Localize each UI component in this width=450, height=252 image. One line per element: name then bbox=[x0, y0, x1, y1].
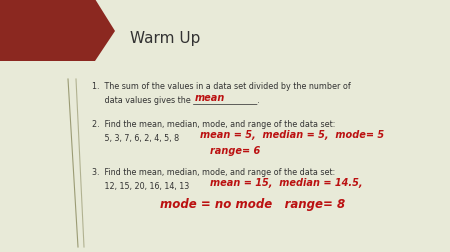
Text: 12, 15, 20, 16, 14, 13: 12, 15, 20, 16, 14, 13 bbox=[92, 181, 189, 190]
Text: 2.  Find the mean, median, mode, and range of the data set:: 2. Find the mean, median, mode, and rang… bbox=[92, 119, 335, 129]
Polygon shape bbox=[0, 0, 115, 62]
Text: mean: mean bbox=[195, 93, 225, 103]
Text: 1.  The sum of the values in a data set divided by the number of: 1. The sum of the values in a data set d… bbox=[92, 82, 351, 91]
Text: mean = 15,  median = 14.5,: mean = 15, median = 14.5, bbox=[210, 177, 363, 187]
Text: Warm Up: Warm Up bbox=[130, 30, 200, 45]
Text: 5, 3, 7, 6, 2, 4, 5, 8: 5, 3, 7, 6, 2, 4, 5, 8 bbox=[92, 134, 179, 142]
Text: data values gives the ________________.: data values gives the ________________. bbox=[92, 96, 260, 105]
Text: mean = 5,  median = 5,  mode= 5: mean = 5, median = 5, mode= 5 bbox=[200, 130, 384, 139]
Text: mode = no mode   range= 8: mode = no mode range= 8 bbox=[160, 197, 345, 210]
Text: range= 6: range= 6 bbox=[210, 145, 260, 155]
Text: 3.  Find the mean, median, mode, and range of the data set:: 3. Find the mean, median, mode, and rang… bbox=[92, 167, 335, 176]
